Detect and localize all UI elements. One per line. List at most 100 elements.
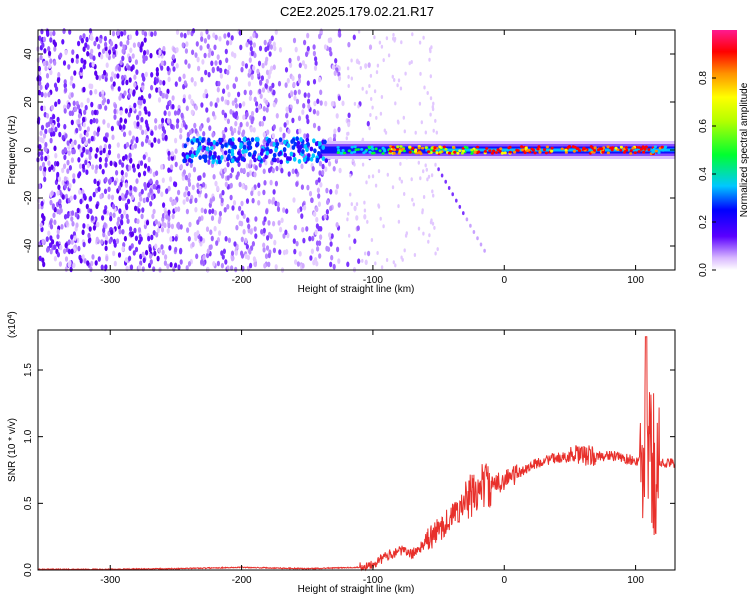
heatmap-cell	[53, 244, 57, 250]
heatmap-cell	[177, 189, 181, 196]
heatmap-cell	[123, 118, 128, 124]
heatmap-cell	[233, 127, 237, 134]
heatmap-cell	[51, 203, 56, 209]
heatmap-cell	[291, 117, 295, 124]
heatmap-cell	[391, 74, 394, 79]
heatmap-cell	[503, 151, 507, 155]
heatmap-cell	[216, 260, 220, 267]
heatmap-cell	[140, 213, 144, 220]
heatmap-cell	[277, 220, 281, 226]
heatmap-cell	[63, 176, 67, 182]
heatmap-cell	[660, 145, 664, 149]
heatmap-cell	[103, 222, 107, 228]
heatmap-cell	[231, 100, 235, 106]
heatmap-cell	[392, 32, 395, 37]
heatmap-cell	[193, 231, 197, 238]
heatmap-cell	[169, 176, 173, 182]
heatmap-cell	[258, 88, 262, 95]
heatmap-cell	[85, 169, 89, 175]
heatmap-cell	[265, 150, 270, 156]
heatmap-cell	[202, 237, 206, 244]
heatmap-cell	[301, 149, 305, 154]
heatmap-cell	[77, 113, 82, 119]
heatmap-cell	[125, 213, 129, 220]
heatmap-cell	[208, 208, 212, 215]
heatmap-cell	[205, 107, 209, 113]
heatmap-cell	[302, 103, 306, 109]
heatmap-cell	[366, 120, 370, 127]
heatmap-cell	[44, 65, 48, 72]
heatmap-cell	[303, 39, 307, 46]
heatmap-cell	[43, 92, 48, 98]
heatmap-cell	[392, 148, 397, 152]
heatmap-cell	[172, 266, 176, 272]
heatmap-cell	[328, 161, 332, 167]
heatmap-cell	[119, 110, 123, 116]
heatmap-cell	[353, 162, 356, 167]
heatmap-cell	[127, 93, 131, 99]
heatmap-cell	[87, 232, 91, 239]
heatmap-cell	[121, 229, 125, 235]
heatmap-cell	[272, 142, 277, 147]
heatmap-cell	[160, 226, 165, 233]
snr-x-label: Height of straight line (km)	[298, 584, 415, 595]
heatmap-cell	[316, 187, 320, 194]
heatmap-cell	[64, 87, 68, 93]
heatmap-cell	[118, 228, 122, 235]
heatmap-cell	[149, 52, 153, 59]
heatmap-cell	[462, 211, 465, 216]
heatmap-cell	[329, 205, 333, 212]
heatmap-cell	[37, 203, 42, 210]
heatmap-cell	[318, 141, 322, 147]
heatmap-cell	[278, 47, 283, 53]
heatmap-cell	[314, 141, 319, 147]
heatmap-cell	[353, 238, 357, 244]
heatmap-cell	[79, 133, 83, 139]
heatmap-cell	[292, 37, 297, 44]
heatmap-cell	[147, 156, 151, 163]
heatmap-cell	[172, 46, 176, 53]
heatmap-cell	[121, 192, 125, 199]
heatmap-cell	[68, 165, 72, 171]
heatmap-cell	[564, 151, 569, 154]
heatmap-cell	[89, 195, 93, 202]
heatmap-cell	[413, 150, 418, 153]
heatmap-cell	[267, 261, 271, 268]
heatmap-cell	[260, 229, 264, 235]
heatmap-cell	[46, 29, 50, 36]
heatmap-cell	[337, 28, 342, 35]
heatmap-cell	[606, 145, 610, 149]
heatmap-cell	[319, 182, 323, 188]
heatmap-cell	[90, 260, 94, 267]
heatmap-cell	[101, 93, 105, 100]
heatmap-cell	[185, 154, 190, 160]
heatmap-cell	[307, 98, 311, 105]
heatmap-cell	[229, 141, 234, 146]
heatmap-cell	[92, 55, 96, 61]
heatmap-cell	[434, 251, 437, 256]
heatmap-cell	[86, 260, 90, 266]
heatmap-cell	[287, 128, 291, 135]
heatmap-cell	[405, 231, 408, 236]
heatmap-cell	[157, 97, 162, 103]
heatmap-cell	[637, 146, 641, 149]
heatmap-cell	[347, 112, 351, 119]
heatmap-cell	[124, 172, 128, 178]
colorbar-tick-label: 0.2	[698, 215, 709, 229]
heatmap-cell	[242, 167, 246, 174]
heatmap-cell	[212, 174, 216, 180]
heatmap-cell	[370, 238, 374, 242]
heatmap-cell	[58, 209, 62, 215]
heatmap-cell	[238, 102, 242, 109]
heatmap-cell	[433, 225, 436, 230]
heatmap-cell	[51, 239, 55, 245]
heatmap-cell	[284, 82, 288, 88]
heatmap-cell	[239, 44, 243, 51]
heatmap-cell	[205, 146, 210, 152]
heatmap-cell	[248, 145, 253, 151]
heatmap-cell	[653, 145, 658, 149]
heatmap-cell	[211, 132, 215, 138]
heatmap-cell	[113, 260, 117, 267]
heatmap-cell	[348, 233, 351, 238]
